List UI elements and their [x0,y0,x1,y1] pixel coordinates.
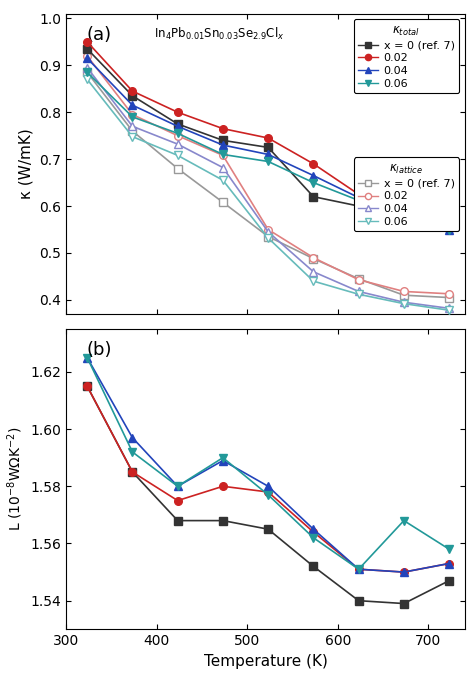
Text: In$_4$Pb$_{0.01}$Sn$_{0.03}$Se$_{2.9}$Cl$_x$: In$_4$Pb$_{0.01}$Sn$_{0.03}$Se$_{2.9}$Cl… [154,26,284,42]
Text: (b): (b) [86,341,112,359]
Legend: x = 0 (ref. 7), 0.02, 0.04, 0.06: x = 0 (ref. 7), 0.02, 0.04, 0.06 [354,157,459,231]
Text: (a): (a) [86,26,111,44]
Y-axis label: L (10$^{-8}$WΩK$^{-2}$): L (10$^{-8}$WΩK$^{-2}$) [6,427,25,531]
Y-axis label: κ (W/mK): κ (W/mK) [19,129,34,199]
X-axis label: Temperature (K): Temperature (K) [203,654,328,669]
